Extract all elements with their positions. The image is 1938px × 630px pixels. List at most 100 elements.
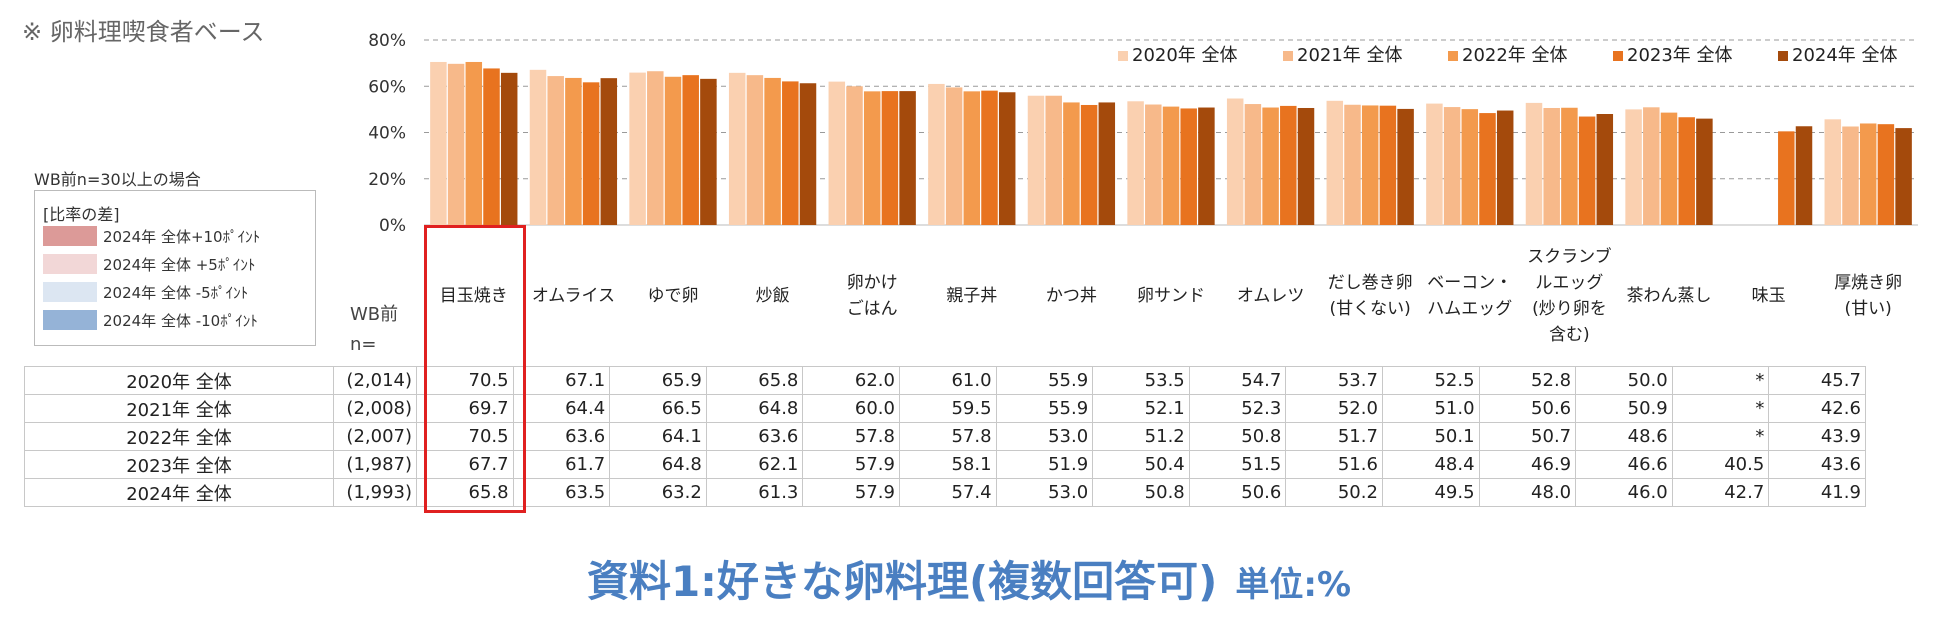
value-cell: 45.7 — [1768, 366, 1866, 395]
bar — [565, 77, 582, 225]
category-label: 卵かけ ごはん — [846, 273, 898, 319]
value-cell: 52.1 — [1092, 394, 1190, 423]
bar — [998, 92, 1016, 225]
legend-label: 2023年 全体 — [1627, 45, 1733, 66]
bar — [1778, 131, 1795, 225]
bar — [828, 81, 846, 225]
bar — [700, 78, 717, 225]
legend-swatch — [1118, 51, 1128, 61]
category-label: かつ丼 — [1045, 286, 1097, 306]
wb-note: WB前n=30以上の場合 — [34, 170, 201, 189]
caption-title: 資料1:好きな卵料理(複数回答可) — [586, 557, 1218, 606]
bar — [1361, 105, 1379, 225]
value-cell: 46.6 — [1575, 450, 1673, 479]
bar — [647, 71, 664, 225]
bar — [1479, 113, 1496, 225]
value-cell: 46.9 — [1478, 450, 1577, 479]
value-cell: * — [1671, 394, 1770, 423]
diff-legend-swatch — [43, 310, 97, 330]
value-cell: 57.4 — [898, 478, 997, 507]
bar — [664, 76, 682, 225]
value-cell: 53.7 — [1285, 366, 1383, 395]
bar — [1180, 108, 1197, 225]
bar — [1326, 100, 1344, 225]
bar — [500, 72, 518, 226]
wb-n-cell: (1,987) — [333, 450, 417, 479]
bar — [447, 63, 465, 225]
value-cell: 51.7 — [1285, 422, 1383, 451]
bar — [1379, 105, 1397, 225]
data-table: 2020年 全体 (2,014) 70.5 67.1 65.9 65.8 62.0 61.0 5… — [24, 366, 1866, 507]
wb-n-header-line: WB前 — [350, 304, 399, 325]
bar — [1877, 124, 1895, 225]
bar — [1127, 101, 1144, 225]
value-cell: 54.7 — [1188, 366, 1287, 395]
value-cell: 50.4 — [1092, 450, 1190, 479]
bar — [529, 69, 547, 225]
value-cell: 66.5 — [609, 394, 707, 423]
row-label: 2021年 全体 — [24, 394, 334, 423]
bar — [1596, 114, 1614, 225]
bar — [1859, 123, 1877, 225]
bar — [928, 83, 945, 225]
value-cell: 63.2 — [609, 478, 707, 507]
value-cell: 53.0 — [995, 478, 1094, 507]
value-cell: 51.9 — [995, 450, 1094, 479]
highlight-box — [424, 225, 526, 513]
value-cell: 57.9 — [802, 450, 900, 479]
category-label: 茶わん蒸し — [1626, 286, 1712, 306]
bar — [547, 76, 564, 225]
y-tick-label: 0% — [379, 216, 406, 236]
value-cell: 62.1 — [705, 450, 804, 479]
bar — [1098, 102, 1116, 225]
y-tick-label: 20% — [368, 170, 406, 190]
value-cell: 40.5 — [1671, 450, 1770, 479]
value-cell: 52.5 — [1381, 366, 1480, 395]
y-tick-label: 40% — [368, 124, 406, 144]
value-cell: 52.0 — [1285, 394, 1383, 423]
value-cell: 63.6 — [512, 422, 611, 451]
bar — [746, 75, 764, 226]
bar — [846, 86, 863, 225]
category-label: 卵サンド — [1136, 286, 1205, 306]
bar — [782, 81, 799, 225]
row-label: 2022年 全体 — [24, 422, 334, 451]
legend-label: 2021年 全体 — [1297, 45, 1403, 66]
bar — [1461, 109, 1479, 225]
bar — [1297, 107, 1315, 225]
diff-legend-swatch — [43, 282, 97, 302]
legend-swatch — [1778, 51, 1788, 61]
value-cell: 50.2 — [1285, 478, 1383, 507]
bar — [945, 87, 963, 225]
category-label: ゆで卵 — [647, 286, 699, 306]
table-row: 2024年 全体 (1,993) 65.8 63.5 63.2 61.3 57.9 57.4 5… — [24, 478, 1866, 507]
bar — [764, 77, 781, 225]
table-row: 2020年 全体 (2,014) 70.5 67.1 65.9 65.8 62.0 61.0 5… — [24, 366, 1866, 395]
bar — [1063, 102, 1080, 225]
value-cell: 57.8 — [898, 422, 997, 451]
diff-legend-item: 2024年 全体 -5ﾎﾟｲﾝﾄ — [41, 281, 311, 303]
bar — [1824, 119, 1842, 225]
value-cell: 43.6 — [1768, 450, 1866, 479]
value-cell: 50.8 — [1092, 478, 1190, 507]
value-cell: 53.5 — [1092, 366, 1190, 395]
table-row: 2021年 全体 (2,008) 69.7 64.4 66.5 64.8 60.0 59.5 5… — [24, 394, 1866, 423]
bar — [1660, 112, 1678, 225]
row-label: 2023年 全体 — [24, 450, 334, 479]
bar — [799, 83, 817, 226]
value-cell: 55.9 — [995, 366, 1094, 395]
wb-n-cell: (2,007) — [333, 422, 417, 451]
diff-legend-swatch — [43, 254, 97, 274]
bar — [1525, 102, 1543, 225]
diff-legend: [比率の差] 2024年 全体+10ﾎﾟｲﾝﾄ 2024年 全体 +5ﾎﾟｲﾝﾄ 2… — [34, 190, 316, 346]
value-cell: 48.6 — [1575, 422, 1673, 451]
bar — [1344, 104, 1361, 225]
bar — [1578, 116, 1596, 225]
category-label: スクランブ ルエッグ (炒り卵を 含む) — [1527, 247, 1612, 345]
value-cell: 53.0 — [995, 422, 1094, 451]
category-label: オムレツ — [1236, 286, 1305, 306]
category-label: 厚焼き卵 (甘い) — [1834, 273, 1903, 319]
bar — [1426, 103, 1443, 225]
category-label: 味玉 — [1751, 286, 1786, 306]
bar — [1262, 107, 1279, 225]
